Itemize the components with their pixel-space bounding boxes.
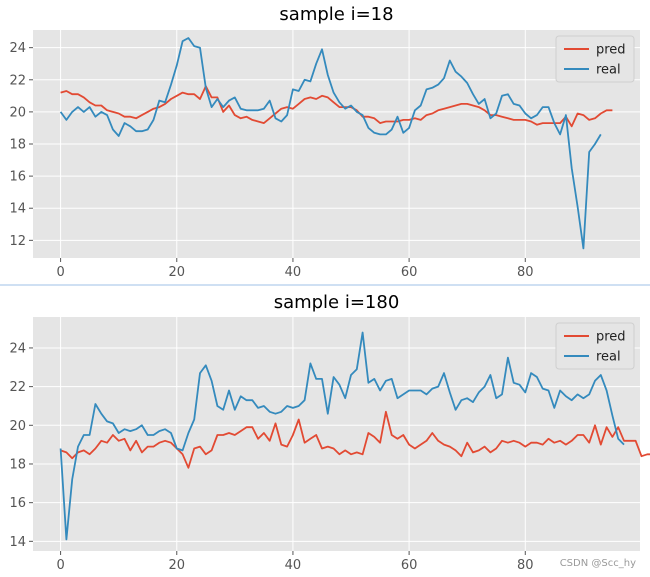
legend: pred real (555, 322, 635, 370)
x-tick-label: 60 (401, 265, 418, 280)
divider (0, 284, 650, 286)
y-tick-label: 22 (9, 73, 26, 88)
legend-box (555, 35, 635, 83)
legend-label-real: real (596, 63, 621, 78)
x-tick-label: 40 (285, 265, 302, 280)
y-tick-label: 22 (9, 380, 26, 395)
y-tick-label: 20 (9, 419, 26, 434)
y-tick-label: 18 (9, 457, 26, 472)
x-tick-label: 80 (517, 265, 534, 280)
x-tick-label: 20 (168, 265, 185, 280)
y-tick-label: 14 (9, 202, 26, 217)
y-tick-label: 14 (9, 535, 26, 550)
chart-title: sample i=180 (274, 292, 400, 313)
x-tick-label: 0 (56, 265, 64, 280)
plot-area (33, 317, 640, 551)
x-tick-label: 40 (285, 558, 302, 573)
chart-title: sample i=18 (279, 4, 393, 25)
x-tick-label: 0 (56, 558, 64, 573)
chart-sample-180: sample i=180 0 20 40 60 80 14 16 18 20 22 24 pred rea… (9, 292, 650, 573)
y-tick-label: 16 (9, 170, 26, 185)
legend-label-pred: pred (596, 330, 626, 345)
chart-sample-18: sample i=18 0 20 40 60 80 12 14 16 18 20 22 24 pred re… (9, 4, 640, 280)
x-tick-label: 80 (517, 558, 534, 573)
legend-label-real: real (596, 350, 621, 365)
y-tick-label: 24 (9, 341, 26, 356)
x-tick-label: 60 (401, 558, 418, 573)
series-line-real (59, 331, 625, 541)
legend-box (555, 322, 635, 370)
series-line-real (59, 37, 602, 250)
legend-label-pred: pred (596, 43, 626, 58)
y-tick-label: 12 (9, 234, 26, 249)
y-tick-label: 24 (9, 41, 26, 56)
y-tick-label: 18 (9, 138, 26, 153)
x-tick-label: 20 (168, 558, 185, 573)
y-tick-label: 16 (9, 496, 26, 511)
series-line-pred (60, 410, 650, 469)
legend: pred real (555, 35, 635, 83)
watermark: CSDN @Scc_hy (559, 558, 636, 569)
y-tick-label: 20 (9, 105, 26, 120)
series-line-pred (60, 85, 613, 128)
